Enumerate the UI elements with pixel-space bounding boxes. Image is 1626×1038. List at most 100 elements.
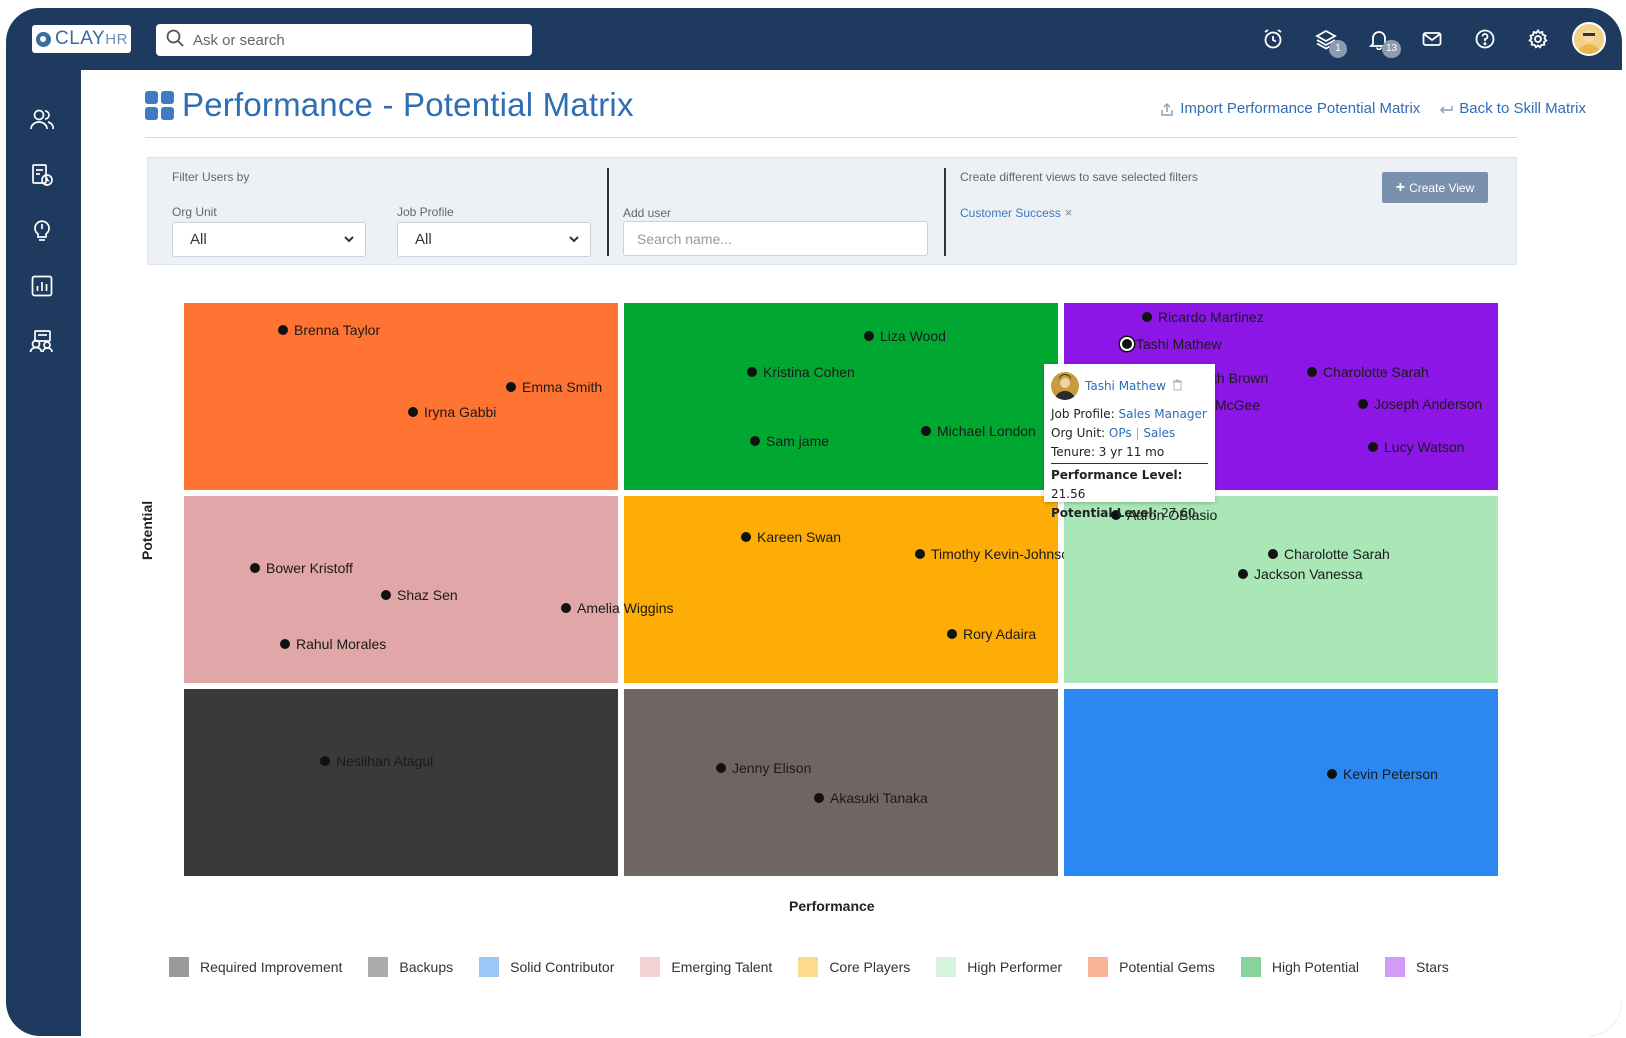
person-dot-icon xyxy=(1238,569,1248,579)
trash-icon[interactable] xyxy=(1172,379,1183,394)
person-name: Bower Kristoff xyxy=(266,560,353,576)
matrix-person[interactable]: Jackson Vanessa xyxy=(1238,566,1363,582)
matrix-person[interactable]: Michael London xyxy=(921,423,1036,439)
matrix-person[interactable]: Rahul Morales xyxy=(280,636,386,652)
gear-icon[interactable] xyxy=(1511,22,1564,56)
logo-mark-icon xyxy=(36,31,51,47)
person-dot-icon xyxy=(561,603,571,613)
saved-view-tag[interactable]: Customer Success × xyxy=(960,205,1072,220)
person-name: Amelia Wiggins xyxy=(577,600,674,616)
person-name: Joseph Anderson xyxy=(1374,396,1483,412)
bell-icon[interactable]: 13 xyxy=(1352,22,1405,58)
matrix-person[interactable]: Jenny Elison xyxy=(716,760,811,776)
person-name: Lucy Watson xyxy=(1384,439,1465,455)
legend-item: Required Improvement xyxy=(169,957,342,977)
tooltip-potential: Potential Level: 27.60 xyxy=(1051,506,1196,520)
person-name: Rahul Morales xyxy=(296,636,387,652)
matrix-person[interactable]: Liza Wood xyxy=(864,328,946,344)
person-dot-icon xyxy=(408,407,418,417)
lightbulb-icon[interactable] xyxy=(28,216,56,244)
layers-icon[interactable]: 1 xyxy=(1299,22,1352,58)
matrix-person[interactable]: Akasuki Tanaka xyxy=(814,790,928,806)
filter-heading: Filter Users by xyxy=(172,170,250,184)
sidebar xyxy=(6,66,78,1036)
mail-icon[interactable] xyxy=(1405,22,1458,56)
tooltip-org-unit-b: Sales xyxy=(1143,426,1176,440)
tooltip-name[interactable]: Tashi Mathew xyxy=(1085,379,1166,393)
logo-text: CLAY xyxy=(55,28,106,49)
job-profile-value: All xyxy=(415,231,432,248)
person-dot-icon xyxy=(741,532,751,542)
filter-panel: Filter Users by Org Unit All Job Profile… xyxy=(147,157,1517,265)
global-search-input[interactable]: Ask or search xyxy=(156,24,532,56)
matrix-person[interactable]: Sam jame xyxy=(750,433,829,449)
matrix-person[interactable]: Shaz Sen xyxy=(381,587,458,603)
matrix-person[interactable]: Rory Adaira xyxy=(947,626,1036,642)
main-content: Performance - Potential Matrix Import Pe… xyxy=(81,70,1622,1036)
job-profile-select[interactable]: All xyxy=(397,222,591,257)
matrix-person[interactable]: McGee xyxy=(1215,397,1260,413)
legend-item: Potential Gems xyxy=(1088,957,1215,977)
person-name: Iryna Gabbi xyxy=(424,404,497,420)
tooltip-job-profile: Job Profile: Sales Manager xyxy=(1051,407,1207,421)
matrix-grid-icon xyxy=(145,90,174,120)
legend-swatch xyxy=(1088,957,1109,977)
person-dot-icon xyxy=(814,793,824,803)
matrix-person[interactable]: Kareen Swan xyxy=(741,529,841,545)
people-icon[interactable] xyxy=(28,106,56,134)
x-axis-label: Performance xyxy=(789,898,875,914)
org-unit-label: Org Unit xyxy=(172,205,217,219)
person-dot-icon xyxy=(506,382,516,392)
matrix-person-selected[interactable]: Tashi Mathew xyxy=(1120,336,1222,352)
person-dot-icon xyxy=(250,563,260,573)
tooltip-tenure: Tenure: 3 yr 11 mo xyxy=(1051,445,1165,459)
team-icon[interactable] xyxy=(28,327,56,355)
matrix-person[interactable]: Timothy Kevin-Johnson xyxy=(915,546,1077,562)
logo-suffix: HR xyxy=(105,31,128,48)
matrix-person[interactable]: th Brown xyxy=(1213,370,1268,386)
alarm-icon[interactable] xyxy=(1246,22,1299,56)
matrix-person[interactable]: Kristina Cohen xyxy=(747,364,855,380)
org-unit-select[interactable]: All xyxy=(172,222,366,257)
person-dot-icon xyxy=(747,367,757,377)
matrix-legend: Required Improvement Backups Solid Contrib… xyxy=(169,957,1475,977)
import-icon xyxy=(1161,102,1173,116)
matrix-person[interactable]: Bower Kristoff xyxy=(250,560,353,576)
matrix-person[interactable]: Ricardo Martinez xyxy=(1142,309,1264,325)
report-chart-icon[interactable] xyxy=(28,272,56,300)
app-window: CLAYHR Ask or search 1 13 xyxy=(6,8,1622,1036)
matrix-person[interactable]: Amelia Wiggins xyxy=(561,600,673,616)
legend-swatch xyxy=(479,957,500,977)
matrix-person[interactable]: Joseph Anderson xyxy=(1358,396,1482,412)
clayhr-logo[interactable]: CLAYHR xyxy=(32,25,131,53)
matrix-person[interactable]: Charolotte Sarah xyxy=(1268,546,1390,562)
tooltip-job-profile-value: Sales Manager xyxy=(1118,407,1207,421)
matrix-person[interactable]: Lucy Watson xyxy=(1368,439,1464,455)
person-dot-icon xyxy=(381,590,391,600)
document-clock-icon[interactable] xyxy=(28,161,56,189)
legend-label: Emerging Talent xyxy=(671,959,773,975)
matrix-person[interactable]: Emma Smith xyxy=(506,379,602,395)
back-to-skill-matrix-link[interactable]: Back to Skill Matrix xyxy=(1438,100,1586,117)
legend-swatch xyxy=(798,957,819,977)
user-avatar[interactable] xyxy=(1572,22,1606,56)
create-view-button[interactable]: + Create View xyxy=(1382,172,1488,203)
matrix-cell-mid-mid: Kareen Swan Timothy Kevin-Johnson Rory A… xyxy=(624,496,1077,683)
add-user-input[interactable]: Search name... xyxy=(623,221,928,256)
matrix-person[interactable]: Charolotte Sarah xyxy=(1307,364,1429,380)
person-name: Charolotte Sarah xyxy=(1323,364,1429,380)
person-name: Kristina Cohen xyxy=(763,364,855,380)
person-name: Sam jame xyxy=(766,433,830,449)
import-matrix-link[interactable]: Import Performance Potential Matrix xyxy=(1159,100,1420,117)
close-icon[interactable]: × xyxy=(1064,205,1073,220)
matrix-person[interactable]: Iryna Gabbi xyxy=(408,404,496,420)
matrix-person[interactable]: Brenna Taylor xyxy=(278,322,380,338)
matrix-person[interactable]: Aaron OBlasio xyxy=(1111,507,1217,523)
person-dot-icon xyxy=(1327,769,1337,779)
help-icon[interactable] xyxy=(1458,22,1511,56)
person-name: Emma Smith xyxy=(522,379,603,395)
person-name: Kevin Peterson xyxy=(1343,766,1438,782)
matrix-cell-bottom-right: Kevin Peterson xyxy=(1064,689,1498,876)
matrix-person[interactable]: Neslihan Atagul xyxy=(320,753,433,769)
matrix-person[interactable]: Kevin Peterson xyxy=(1327,766,1438,782)
